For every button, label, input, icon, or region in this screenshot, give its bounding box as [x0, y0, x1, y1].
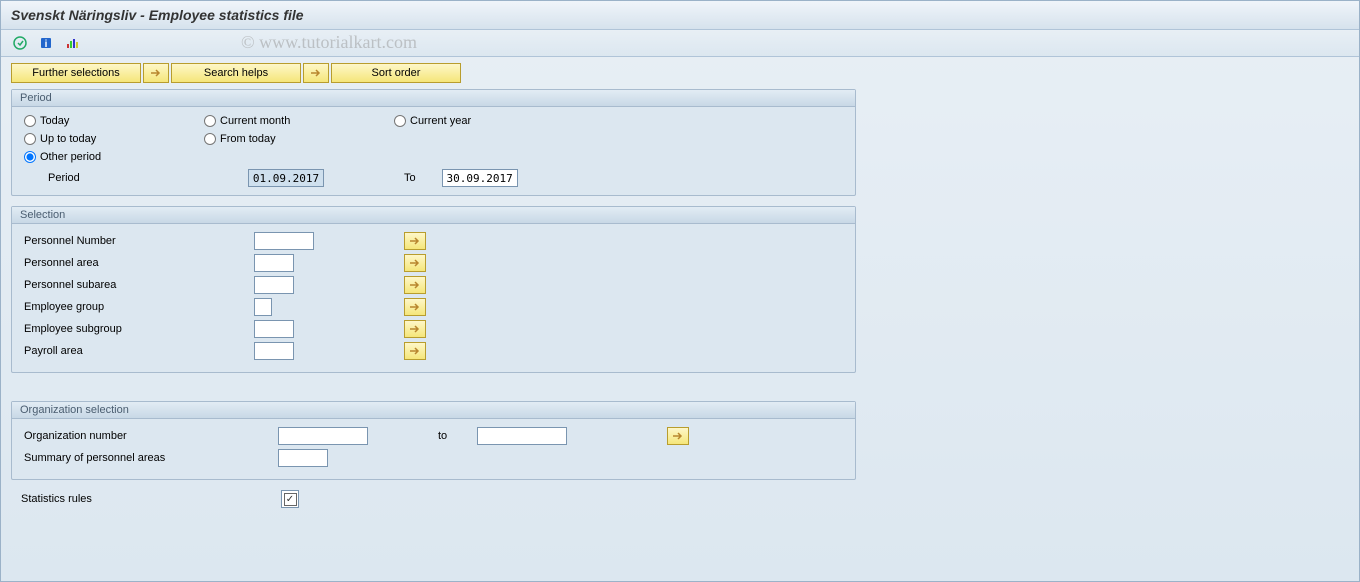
selection-input[interactable]	[254, 298, 272, 316]
organization-group: Organization selection Organization numb…	[11, 401, 856, 480]
org-number-to-input[interactable]	[477, 427, 567, 445]
chart-icon[interactable]	[63, 34, 81, 52]
summary-input[interactable]	[278, 449, 328, 467]
multi-select-button[interactable]	[404, 254, 426, 272]
radio-from-today-label: From today	[220, 133, 276, 145]
window-title: Svenskt Näringsliv - Employee statistics…	[1, 1, 1359, 30]
selection-row: Personnel subarea	[24, 276, 843, 294]
selection-input[interactable]	[254, 254, 294, 272]
selection-input[interactable]	[254, 320, 294, 338]
radio-current-month-label: Current month	[220, 115, 290, 127]
org-multi-select-button[interactable]	[667, 427, 689, 445]
radio-today[interactable]: Today	[24, 115, 204, 127]
period-title: Period	[12, 90, 855, 107]
toolbar: i © www.tutorialkart.com	[1, 30, 1359, 57]
summary-label: Summary of personnel areas	[24, 452, 278, 464]
radio-current-month[interactable]: Current month	[204, 115, 394, 127]
radio-other-period-label: Other period	[40, 151, 101, 163]
org-number-label: Organization number	[24, 430, 278, 442]
selection-input[interactable]	[254, 342, 294, 360]
selection-title: Selection	[12, 207, 855, 224]
org-to-label: to	[438, 430, 447, 442]
selection-row: Personnel area	[24, 254, 843, 272]
organization-title: Organization selection	[12, 402, 855, 419]
radio-from-today[interactable]: From today	[204, 133, 394, 145]
button-row: Further selections Search helps Sort ord…	[11, 63, 1349, 83]
sap-window: Svenskt Näringsliv - Employee statistics…	[0, 0, 1360, 582]
arrow-button-2[interactable]	[303, 63, 329, 83]
statistics-rules-checkbox[interactable]: ✓	[281, 490, 299, 508]
period-to-label: To	[404, 172, 416, 184]
sort-order-button[interactable]: Sort order	[331, 63, 461, 83]
info-icon[interactable]: i	[37, 34, 55, 52]
further-selections-button[interactable]: Further selections	[11, 63, 141, 83]
multi-select-button[interactable]	[404, 320, 426, 338]
selection-label: Personnel Number	[24, 235, 254, 247]
radio-up-to-today-label: Up to today	[40, 133, 96, 145]
period-from-input[interactable]	[248, 169, 324, 187]
selection-label: Personnel area	[24, 257, 254, 269]
period-label: Period	[48, 172, 248, 184]
selection-row: Personnel Number	[24, 232, 843, 250]
selection-input[interactable]	[254, 276, 294, 294]
selection-label: Employee subgroup	[24, 323, 254, 335]
statistics-rules-label: Statistics rules	[21, 493, 281, 505]
period-to-input[interactable]	[442, 169, 518, 187]
svg-text:i: i	[45, 39, 48, 50]
selection-label: Personnel subarea	[24, 279, 254, 291]
multi-select-button[interactable]	[404, 342, 426, 360]
radio-other-period[interactable]: Other period	[24, 151, 204, 163]
multi-select-button[interactable]	[404, 276, 426, 294]
execute-icon[interactable]	[11, 34, 29, 52]
content-area: Further selections Search helps Sort ord…	[1, 57, 1359, 514]
multi-select-button[interactable]	[404, 232, 426, 250]
selection-input[interactable]	[254, 232, 314, 250]
radio-current-year-label: Current year	[410, 115, 471, 127]
radio-today-label: Today	[40, 115, 69, 127]
arrow-button-1[interactable]	[143, 63, 169, 83]
statistics-rules-row: Statistics rules ✓	[11, 490, 1349, 508]
multi-select-button[interactable]	[404, 298, 426, 316]
radio-current-year[interactable]: Current year	[394, 115, 574, 127]
radio-up-to-today[interactable]: Up to today	[24, 133, 204, 145]
search-helps-button[interactable]: Search helps	[171, 63, 301, 83]
selection-row: Employee group	[24, 298, 843, 316]
selection-label: Employee group	[24, 301, 254, 313]
period-group: Period Today Current month Current year …	[11, 89, 856, 196]
selection-label: Payroll area	[24, 345, 254, 357]
selection-group: Selection Personnel Number Personnel area…	[11, 206, 856, 373]
watermark: © www.tutorialkart.com	[241, 32, 417, 53]
selection-row: Employee subgroup	[24, 320, 843, 338]
org-number-from-input[interactable]	[278, 427, 368, 445]
selection-row: Payroll area	[24, 342, 843, 360]
